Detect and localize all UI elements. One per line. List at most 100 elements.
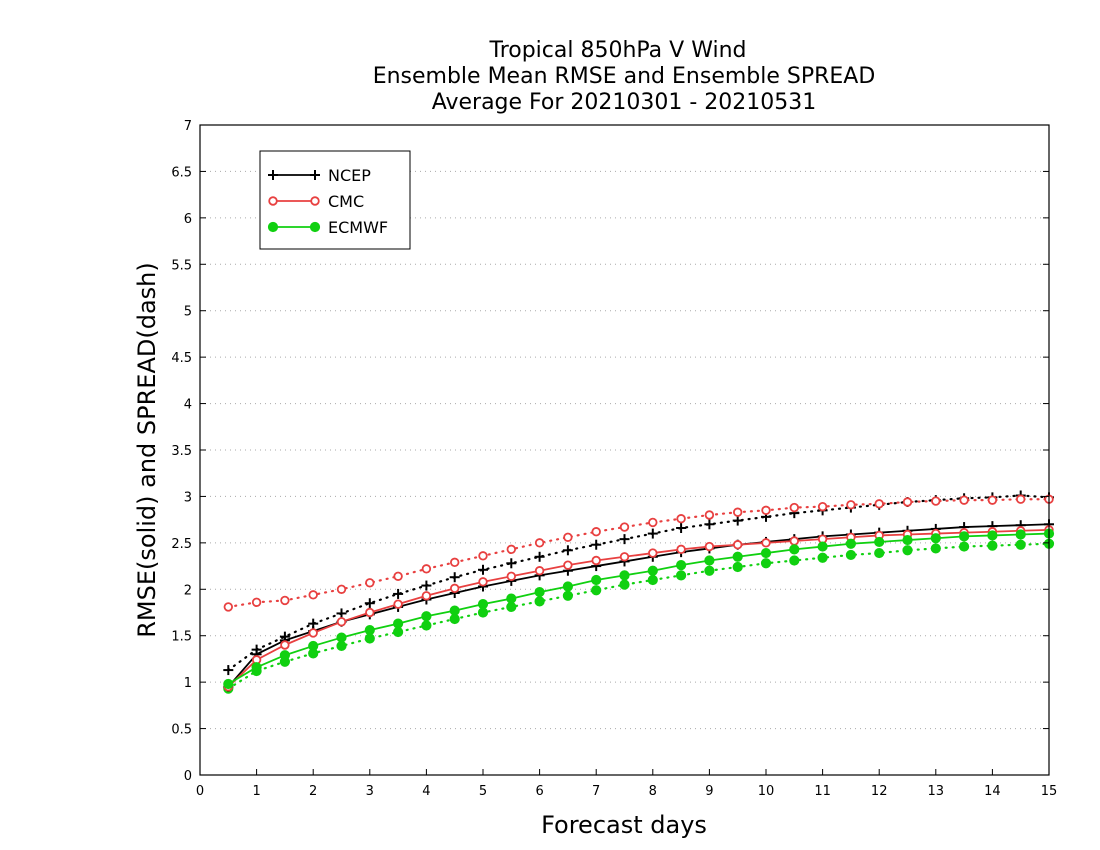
ecmwf-spread-point — [1015, 539, 1026, 550]
cmc-spread-point — [704, 510, 715, 520]
cmc-spread-point — [308, 590, 318, 600]
ecmwf-rmse-point — [591, 574, 602, 586]
ecmwf-rmse-point — [845, 538, 857, 549]
cmc-spread-point — [648, 517, 658, 528]
ecmwf-rmse-point — [817, 541, 828, 552]
ecmwf-rmse-point — [987, 530, 998, 541]
cmc-rmse-point — [534, 566, 545, 576]
ecmwf-spread-point — [336, 640, 347, 652]
cmc-spread-point — [1016, 494, 1026, 504]
cmc-spread-point — [959, 495, 969, 505]
ecmwf-rmse-point — [279, 650, 290, 661]
ncep-spread-point — [449, 572, 460, 583]
legend-box — [259, 150, 411, 250]
ecmwf-spread-point — [959, 541, 970, 552]
legend: NCEP CMC ECMWF — [259, 150, 411, 250]
ecmwf-spread-point — [789, 555, 800, 566]
ecmwf-spread-point — [874, 547, 885, 559]
cmc-spread-point — [676, 514, 686, 524]
ecmwf-spread-point — [591, 585, 602, 596]
y-tick-label: 0 — [184, 769, 192, 784]
x-tick-label: 13 — [928, 784, 945, 799]
ecmwf-spread-point — [562, 590, 574, 601]
ecmwf-spread-point — [987, 540, 998, 551]
ecmwf-spread-point — [676, 570, 687, 581]
x-tick-label: 10 — [758, 784, 775, 799]
y-tick-label: 5.5 — [171, 258, 192, 273]
chart-title-line-1: Tropical 850hPa V Wind — [488, 38, 746, 63]
ecmwf-spread-point — [817, 552, 828, 563]
ecmwf-rmse-point — [874, 536, 885, 548]
ecmwf-spread-point — [732, 561, 743, 573]
x-tick-label: 0 — [196, 784, 204, 799]
cmc-rmse-point — [591, 555, 601, 566]
legend-label-ncep: NCEP — [328, 166, 371, 185]
ncep-spread-point — [619, 534, 630, 545]
x-tick-label: 6 — [535, 784, 543, 799]
ecmwf-rmse-point — [959, 531, 970, 542]
x-tick-label: 1 — [252, 784, 260, 799]
cmc-spread-point — [478, 551, 488, 561]
x-tick-label: 8 — [649, 784, 657, 799]
ecmwf-spread-point — [902, 545, 913, 556]
chart-title-line-2: Ensemble Mean RMSE and Ensemble SPREAD — [373, 64, 876, 89]
ecmwf-rmse-point — [619, 570, 630, 581]
cmc-spread-point — [846, 500, 856, 510]
cmc-rmse-point — [478, 577, 488, 587]
legend-item-ecmwf: ECMWF — [267, 218, 388, 237]
ncep-spread-point — [704, 519, 715, 530]
ncep-spread-point — [393, 588, 404, 599]
cmc-rmse-point — [506, 571, 516, 581]
cmc-spread-point — [761, 505, 771, 516]
ncep-spread-point — [336, 608, 347, 619]
legend-marker-cmc — [268, 196, 278, 206]
x-tick-label: 15 — [1041, 784, 1058, 799]
ecmwf-rmse-point — [421, 611, 432, 622]
x-tick-label: 7 — [592, 784, 600, 799]
cmc-rmse-point — [393, 599, 403, 609]
cmc-spread-point — [280, 595, 290, 606]
x-tick-label: 4 — [422, 784, 430, 799]
cmc-rmse-point — [704, 541, 715, 552]
x-tick-label: 14 — [984, 784, 1001, 799]
y-axis-ticks: 0 0.5 1 1.5 2 2.5 3 3.5 4 4.5 5 5.5 6 6.5 7 — [171, 119, 1049, 784]
y-tick-label: 2.5 — [171, 537, 192, 552]
x-tick-label: 12 — [871, 784, 888, 799]
x-tick-label: 2 — [309, 784, 317, 799]
legend-marker-ecmwf — [309, 221, 321, 233]
ecmwf-rmse-point — [393, 618, 404, 629]
cmc-rmse-point — [336, 617, 347, 627]
cmc-spread-point — [619, 522, 630, 532]
x-tick-label: 5 — [479, 784, 487, 799]
x-axis-label: Forecast days — [541, 811, 707, 839]
chart-title-line-3: Average For 20210301 - 20210531 — [432, 90, 817, 115]
legend-item-ncep: NCEP — [268, 166, 371, 185]
cmc-rmse-line — [227, 528, 1050, 688]
ecmwf-rmse-point — [732, 551, 743, 562]
ecmwf-rmse-point — [562, 581, 574, 592]
legend-marker-ecmwf — [267, 221, 279, 233]
cmc-rmse-point — [648, 548, 658, 558]
y-axis-label: RMSE(solid) and SPREAD(dash) — [133, 262, 161, 638]
ecmwf-spread-point — [704, 565, 715, 576]
legend-marker-cmc — [310, 196, 320, 206]
cmc-spread-point — [817, 501, 828, 512]
ecmwf-spread-point — [647, 574, 658, 586]
legend-label-cmc: CMC — [328, 192, 364, 211]
ecmwf-spread-point — [393, 626, 404, 638]
ecmwf-spread-point — [506, 601, 517, 613]
ecmwf-spread-point — [760, 558, 772, 569]
cmc-spread-point — [591, 527, 601, 537]
series-group — [223, 490, 1055, 694]
cmc-spread-point — [336, 584, 347, 594]
ecmwf-rmse-point — [647, 565, 658, 576]
ncep-spread-point — [647, 528, 658, 539]
ecmwf-rmse-point — [930, 533, 941, 544]
ecmwf-rmse-point — [789, 544, 800, 555]
ncep-spread-point — [478, 564, 488, 575]
ecmwf-spread-point — [477, 607, 489, 618]
ncep-spread-point — [562, 545, 573, 556]
y-tick-label: 4.5 — [171, 351, 192, 366]
ecmwf-rmse-point — [676, 560, 687, 571]
